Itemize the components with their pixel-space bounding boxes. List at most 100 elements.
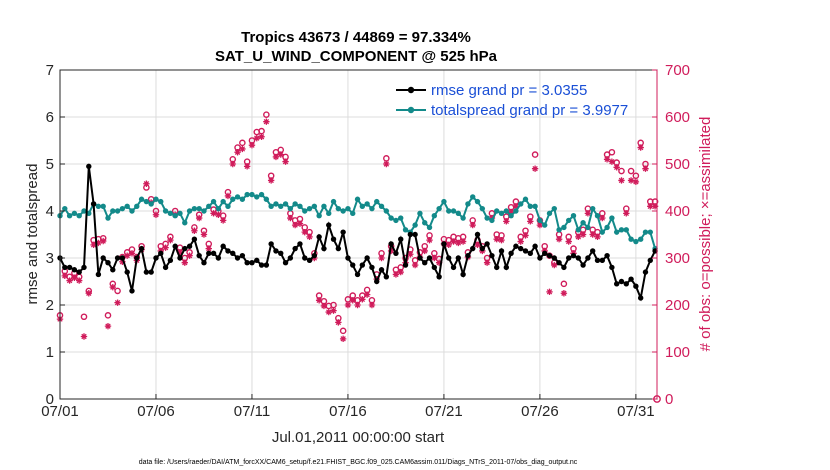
obs-assimilated-marker	[162, 244, 169, 251]
obs-assimilated-marker	[114, 299, 121, 306]
totalspread-point	[234, 194, 241, 200]
totalspread-point	[81, 208, 87, 214]
totalspread-point	[503, 208, 510, 214]
obs-assimilated-marker	[200, 231, 208, 238]
obs-assimilated-marker	[560, 290, 568, 297]
totalspread-point	[585, 224, 591, 231]
totalspread-point	[196, 205, 202, 212]
totalspread-point	[249, 191, 255, 198]
rmse-point	[446, 255, 452, 261]
rmse-point	[81, 264, 87, 271]
obs-assimilated-marker	[195, 214, 203, 222]
right-tick-label: 400	[665, 203, 690, 220]
totalspread-point	[637, 236, 644, 242]
rmse-point	[633, 283, 639, 289]
totalspread-point	[138, 196, 145, 202]
rmse-point	[398, 236, 404, 242]
rmse-point	[340, 229, 346, 235]
rmse-point	[417, 255, 423, 261]
rmse-point	[143, 269, 150, 275]
totalspread-point	[354, 196, 361, 202]
obs-assimilated-marker	[474, 241, 481, 249]
rmse-point	[311, 252, 318, 259]
rmse-point	[460, 271, 466, 278]
rmse-point	[604, 252, 610, 259]
totalspread-point	[513, 208, 519, 214]
obs-assimilated-marker	[493, 236, 500, 243]
totalspread-point	[114, 208, 121, 214]
totalspread-point	[522, 196, 529, 202]
right-tick-label: 200	[665, 297, 690, 314]
totalspread-point	[417, 210, 423, 217]
right-tick-label: 600	[665, 109, 690, 126]
rmse-point	[628, 276, 634, 282]
rmse-point	[119, 255, 126, 261]
x-tick-label: 07/06	[137, 403, 175, 420]
obs-assimilated-marker	[99, 237, 107, 245]
obs-assimilated-marker	[483, 259, 491, 266]
totalspread-point	[177, 210, 183, 217]
rmse-point	[426, 255, 433, 261]
totalspread-point	[76, 213, 82, 219]
right-tick-label: 500	[665, 156, 690, 173]
obs-assimilated-marker	[579, 231, 587, 238]
totalspread-point	[350, 210, 356, 217]
totalspread-point	[335, 205, 342, 212]
totalspread-point	[460, 215, 466, 221]
obs-assimilated-marker	[296, 220, 304, 227]
obs-assimilated-marker	[61, 272, 68, 280]
totalspread-point	[206, 203, 212, 209]
obs-assimilated-marker	[301, 228, 308, 236]
right-tick-label: 700	[665, 62, 690, 79]
totalspread-point	[455, 210, 462, 217]
obs-assimilated-marker	[445, 241, 452, 249]
totalspread-point	[268, 203, 274, 209]
obs-assimilated-marker	[421, 247, 428, 255]
rmse-point	[494, 264, 500, 271]
rmse-point	[225, 248, 231, 254]
rmse-point	[393, 250, 399, 256]
obs-assimilated-marker	[392, 271, 400, 278]
rmse-point	[230, 250, 236, 256]
rmse-point	[66, 264, 73, 271]
rmse-point	[474, 231, 481, 238]
x-tick-label: 07/31	[617, 403, 655, 420]
rmse-point	[100, 255, 106, 261]
rmse-point	[90, 201, 97, 207]
obs-assimilated-marker	[320, 302, 328, 310]
rmse-point	[431, 264, 438, 271]
totalspread-point	[172, 213, 178, 219]
obs-assimilated-marker	[339, 335, 347, 343]
rmse-point	[489, 252, 495, 259]
totalspread-point	[575, 227, 581, 233]
obs-assimilated-marker	[565, 238, 572, 245]
rmse-point	[570, 252, 577, 259]
obs-assimilated-marker	[234, 149, 241, 156]
totalspread-point	[484, 215, 490, 221]
obs-assimilated-marker	[152, 211, 160, 218]
rmse-point	[177, 255, 183, 261]
obs-assimilated-marker	[224, 192, 232, 200]
totalspread-point	[258, 191, 265, 198]
rmse-point	[551, 255, 558, 261]
right-tick-label: 300	[665, 250, 690, 267]
x-axis-label: Jul.01,2011 00:00:00 start	[272, 429, 445, 446]
rmse-point	[594, 257, 601, 264]
totalspread-point	[556, 227, 562, 233]
totalspread-point	[239, 196, 246, 202]
totalspread-point	[542, 222, 548, 228]
obs-assimilated-marker	[85, 290, 92, 297]
rmse-point	[335, 245, 342, 252]
totalspread-point	[191, 205, 198, 212]
rmse-point	[278, 250, 284, 256]
rmse-point	[287, 255, 294, 261]
obs-assimilated-marker	[651, 203, 659, 210]
totalspread-point	[446, 208, 452, 214]
obs-assimilated-marker	[411, 261, 419, 269]
obs-assimilated-marker	[229, 160, 236, 168]
rmse-point	[623, 281, 629, 287]
obs-assimilated-marker	[575, 233, 582, 241]
rmse-point	[234, 255, 241, 261]
obs-assimilated-marker	[599, 214, 606, 222]
rmse-point	[354, 271, 361, 278]
